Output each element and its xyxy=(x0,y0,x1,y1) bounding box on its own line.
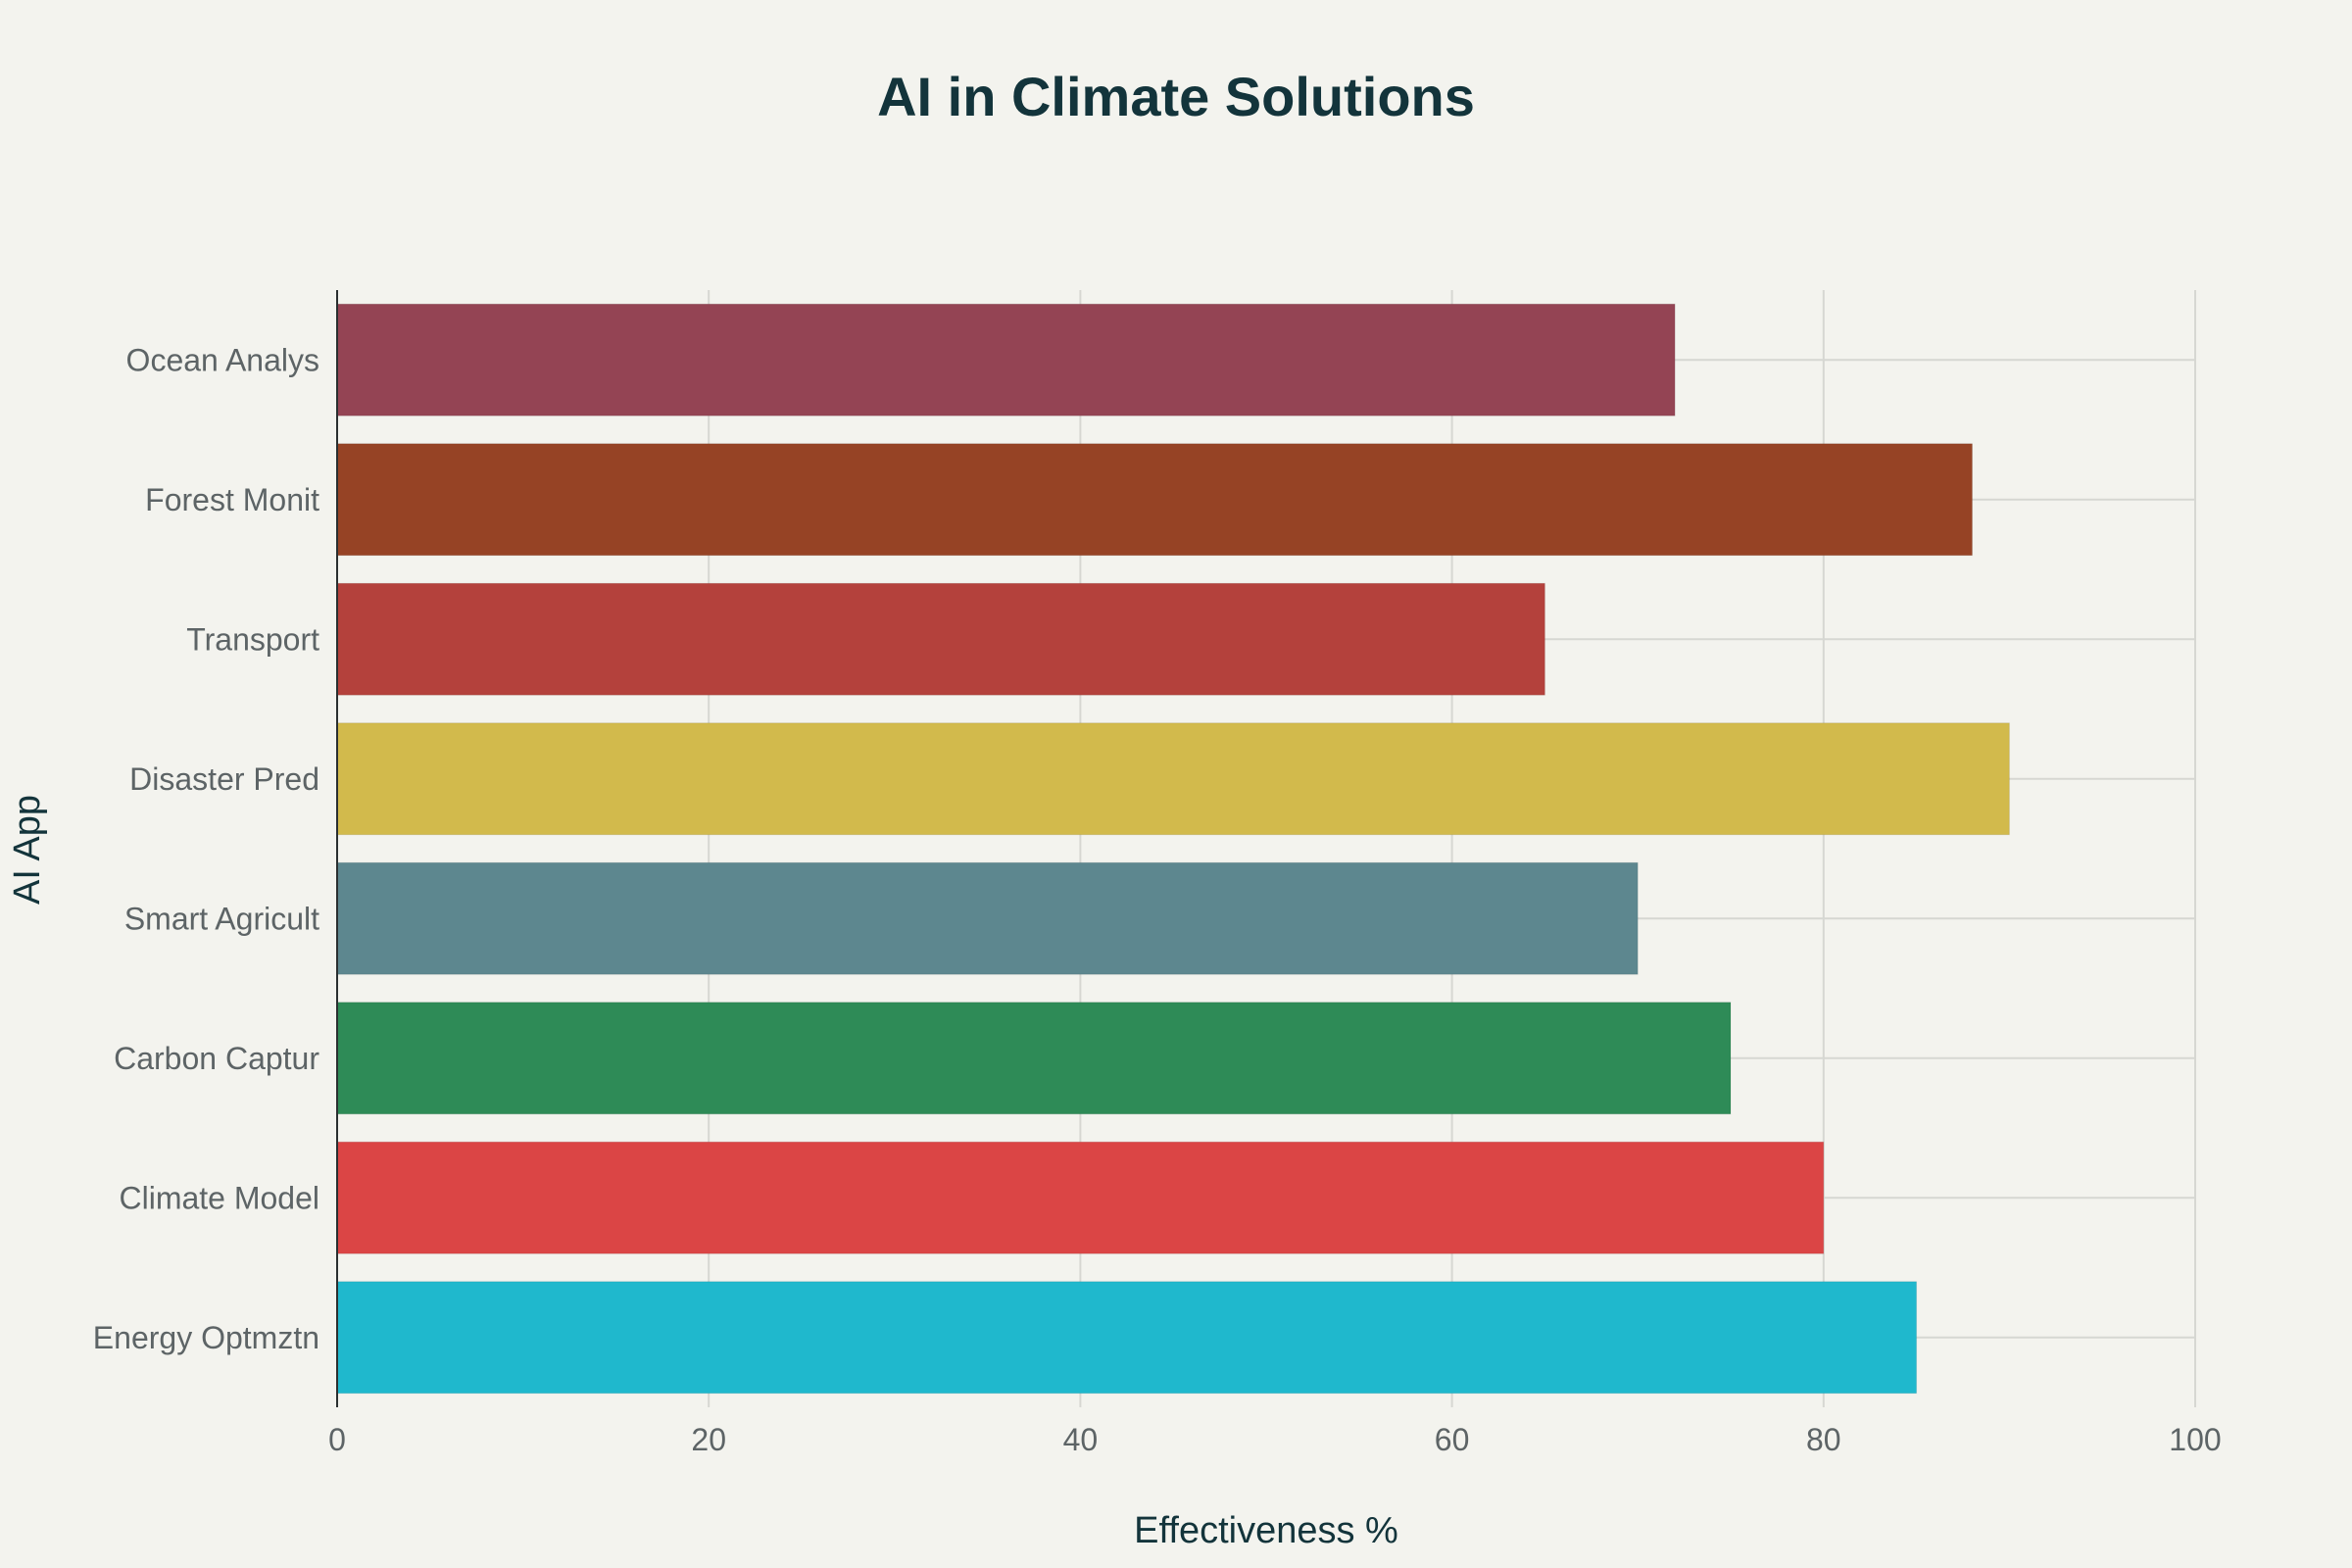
y-tick-label-4: Disaster Pred xyxy=(129,761,319,797)
x-tick-label-0: 0 xyxy=(328,1422,346,1457)
y-axis-tick-labels: Energy Optmztn Climate Model Carbon Captur… xyxy=(93,342,320,1355)
bar-2 xyxy=(336,1002,1732,1115)
y-tick-label-1: Climate Model xyxy=(119,1180,319,1215)
chart-title: AI in Climate Solutions xyxy=(877,66,1475,127)
bars xyxy=(336,303,2010,1395)
y-tick-label-7: Ocean Analys xyxy=(126,342,319,377)
x-tick-label-2: 40 xyxy=(1063,1422,1099,1457)
y-tick-label-5: Transport xyxy=(186,621,319,657)
x-tick-label-3: 60 xyxy=(1435,1422,1470,1457)
y-axis-title: AI App xyxy=(7,795,48,905)
x-tick-label-1: 20 xyxy=(691,1422,726,1457)
bar-1 xyxy=(336,1141,1825,1254)
bar-6 xyxy=(336,443,1973,557)
x-axis-title: Effectiveness % xyxy=(1134,1510,1398,1551)
y-tick-label-3: Smart Agricult xyxy=(124,901,319,936)
x-tick-label-4: 80 xyxy=(1806,1422,1841,1457)
bar-0 xyxy=(336,1281,1918,1395)
x-axis-tick-labels: 0 20 40 60 80 100 xyxy=(328,1422,2222,1457)
bar-4 xyxy=(336,722,2010,836)
y-tick-label-6: Forest Monit xyxy=(145,482,319,517)
bar-5 xyxy=(336,582,1545,696)
x-tick-label-5: 100 xyxy=(2169,1422,2221,1457)
bar-7 xyxy=(336,303,1676,416)
bar-3 xyxy=(336,861,1639,975)
y-tick-label-0: Energy Optmztn xyxy=(93,1320,319,1355)
y-tick-label-2: Carbon Captur xyxy=(114,1041,319,1076)
